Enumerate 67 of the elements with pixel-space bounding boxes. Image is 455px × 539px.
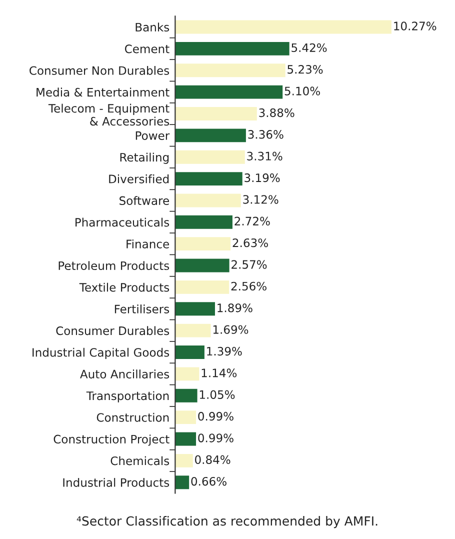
data-label: 5.42%: [292, 43, 327, 52]
y-tick-label: Finance: [126, 239, 170, 248]
y-tick-label: Chemicals: [110, 456, 170, 466]
bar: [175, 128, 246, 142]
data-label: 1.14%: [202, 368, 237, 378]
data-label: 1.89%: [218, 304, 252, 312]
y-tick-label: Consumer Non Durables: [30, 66, 170, 75]
bar: [175, 476, 190, 490]
y-tick-label: Retailing: [120, 152, 169, 164]
bar: [175, 280, 230, 294]
y-tick-label: Industrial Capital Goods: [32, 348, 170, 360]
data-label: 2.57%: [232, 260, 267, 269]
y-tick-label: Telecom - Equipment & Accessories: [48, 104, 170, 126]
y-tick-label: Construction Project: [54, 434, 170, 446]
y-tick-label: Industrial Products: [63, 478, 170, 487]
bar: [175, 64, 286, 78]
bar: [175, 410, 196, 424]
bar: [175, 346, 204, 359]
data-label: 1.39%: [207, 346, 242, 356]
y-tick-label: Software: [120, 196, 170, 206]
text: ⁴Sector Classification as recommended by AMFI.: [76, 516, 378, 528]
bar: [175, 172, 242, 186]
bar: [175, 388, 198, 402]
y-tick-label: Power: [136, 131, 170, 140]
bar: [175, 454, 193, 468]
data-label: 2.63%: [232, 238, 268, 248]
y-tick-label: Auto Ancillaries: [80, 370, 170, 378]
data-label: 3.19%: [244, 173, 280, 182]
y-tick-label: Pharmaceuticals: [76, 218, 170, 227]
bar: [175, 367, 200, 381]
data-label: 5.23%: [288, 65, 323, 74]
data-label: 2.72%: [234, 216, 270, 226]
data-label: 5.10%: [284, 86, 320, 96]
bar: [175, 150, 245, 164]
data-label: 3.36%: [248, 130, 284, 139]
bar: [175, 42, 290, 56]
y-tick-label: Fertilisers: [114, 304, 170, 314]
data-label: 0.84%: [195, 455, 230, 464]
bar: [175, 302, 215, 316]
y-tick-label: Construction: [96, 412, 169, 422]
data-label: 1.69%: [213, 325, 248, 334]
data-label: 0.99%: [198, 434, 234, 442]
bar: [175, 324, 211, 338]
y-tick-label: Cement: [124, 44, 170, 54]
bar: [175, 215, 232, 229]
bar: [175, 194, 241, 208]
bar: [175, 432, 196, 446]
y-tick-label: Petroleum Products: [58, 261, 170, 270]
data-label: 1.05%: [200, 390, 235, 399]
y-tick-label: Diversified: [109, 174, 169, 184]
data-label: 10.27%: [394, 22, 436, 30]
bar: [175, 107, 257, 120]
data-label: 3.31%: [247, 152, 282, 160]
y-tick-label: Consumer Durables: [56, 326, 170, 336]
data-label: 3.88%: [259, 108, 294, 118]
y-tick-label: Media & Entertainment: [36, 88, 170, 97]
bar: [175, 20, 392, 34]
data-label: 2.56%: [231, 282, 266, 291]
y-tick-label: Banks: [136, 22, 170, 32]
bar: [175, 237, 231, 251]
y-tick-label: Textile Products: [79, 282, 170, 292]
data-label: 0.66%: [191, 476, 226, 486]
data-label: 3.12%: [243, 195, 278, 204]
data-label: 0.99%: [198, 412, 234, 421]
bar: [175, 258, 230, 272]
y-tick-label: Transportation: [86, 391, 169, 402]
bar: [175, 85, 283, 99]
